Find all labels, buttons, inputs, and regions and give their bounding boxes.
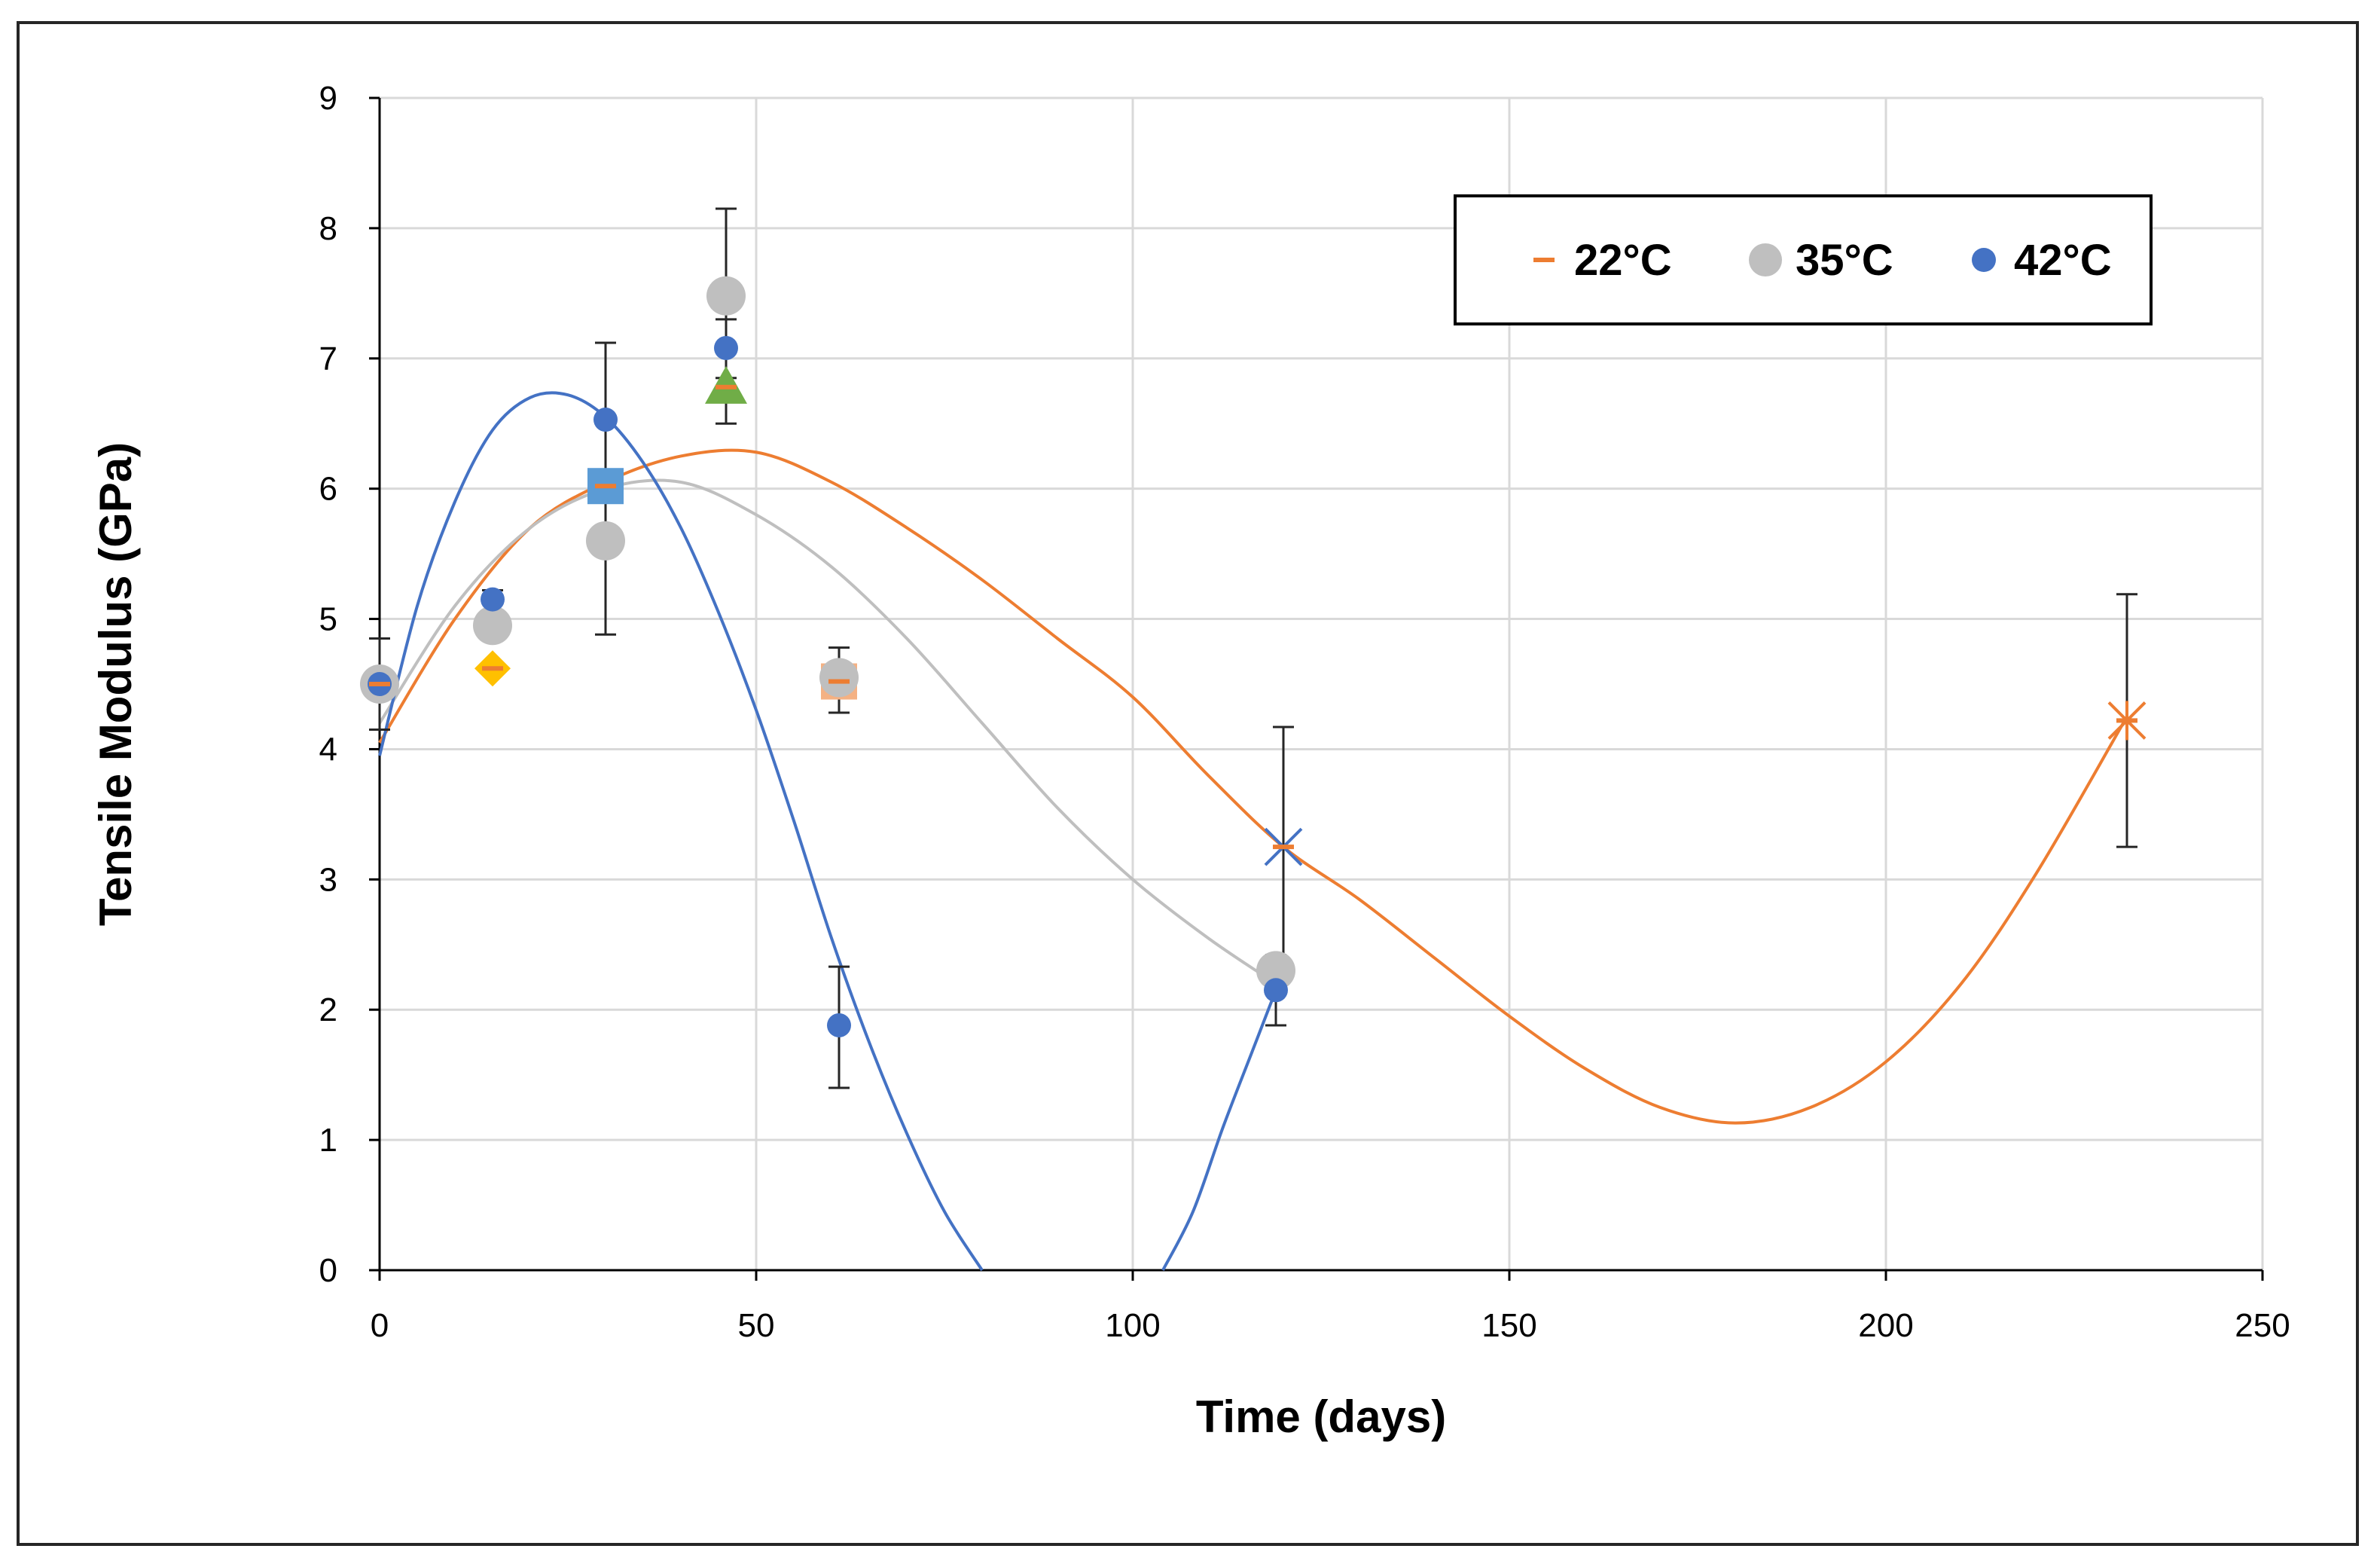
data-point-42C <box>714 335 738 360</box>
data-point-35C <box>586 521 625 561</box>
trendline-42°C-b <box>1161 989 1277 1271</box>
x-tick-label: 50 <box>738 1307 775 1344</box>
trendlines <box>378 391 2128 1272</box>
data-point-42C <box>827 1013 851 1037</box>
trendline-42°C <box>378 391 984 1272</box>
y-tick-label: 9 <box>319 80 337 117</box>
y-tick-label: 8 <box>319 210 337 247</box>
legend-label: 22°C <box>1574 236 1672 285</box>
y-tick-labels: 0 1 2 3 4 5 6 7 8 9 <box>319 80 337 1289</box>
y-tick-label: 7 <box>319 341 337 377</box>
x-tick-label: 250 <box>2235 1307 2290 1344</box>
data-point-35C <box>706 276 746 316</box>
data-point-22C <box>828 679 850 684</box>
data-point-22C <box>1273 845 1294 850</box>
x-tick-label: 150 <box>1481 1307 1536 1344</box>
x-tick-label: 200 <box>1858 1307 1913 1344</box>
y-tick-label: 5 <box>319 601 337 638</box>
data-point-22C <box>595 484 616 489</box>
data-point-35C <box>819 658 859 698</box>
data-point-22C <box>369 682 390 686</box>
data-point-22C <box>482 666 503 671</box>
x-tick-label: 100 <box>1105 1307 1160 1344</box>
x-axis-title: Time (days) <box>1196 1391 1446 1442</box>
data-point-35C <box>1256 951 1295 991</box>
trendline-35°C <box>378 478 1277 985</box>
y-axis-title: Tensile Modulus (GPa) <box>90 442 141 926</box>
x-tick-labels: 0 50 100 150 200 250 <box>371 1307 2290 1344</box>
y-tick-label: 0 <box>319 1252 337 1289</box>
legend-label: 42°C <box>2014 236 2112 285</box>
y-tick-label: 3 <box>319 861 337 898</box>
legend-label: 35°C <box>1796 236 1893 285</box>
data-point-42C <box>1264 978 1288 1003</box>
y-tick-label: 4 <box>319 731 337 768</box>
data-markers <box>360 276 2147 1037</box>
chart-frame: 0 50 100 150 200 250 0 1 2 3 4 5 6 7 8 9 Time (days) T… <box>17 21 2359 1546</box>
error-bars <box>369 207 2137 1089</box>
legend: 22°C 35°C 42°C <box>1454 194 2153 325</box>
data-point-42C <box>593 408 618 432</box>
x-tick-label: 0 <box>371 1307 389 1344</box>
trendline-22°C <box>378 448 2128 1125</box>
legend-marker <box>1749 243 1782 276</box>
y-tick-label: 2 <box>319 991 337 1028</box>
chart-canvas: 0 50 100 150 200 250 0 1 2 3 4 5 6 7 8 9 Time (days) T… <box>90 80 2290 1442</box>
y-tick-label: 1 <box>319 1122 337 1159</box>
legend-box <box>1454 194 2153 325</box>
data-point-35C <box>473 606 512 646</box>
legend-marker <box>1972 248 1996 272</box>
data-point-22C <box>2116 718 2137 723</box>
y-tick-label: 6 <box>319 471 337 508</box>
data-point-22C <box>716 384 737 389</box>
data-point-42C <box>481 587 505 612</box>
legend-marker <box>1533 258 1555 262</box>
